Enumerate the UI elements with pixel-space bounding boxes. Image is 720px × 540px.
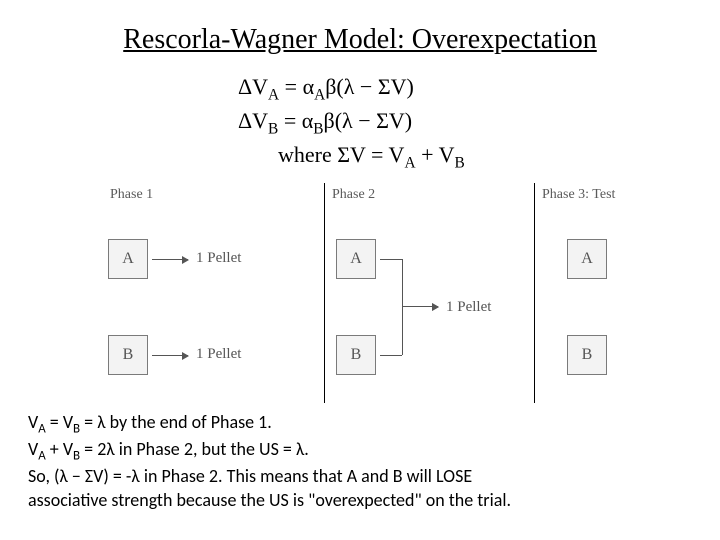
p1-suba: A	[38, 421, 46, 436]
point-4: associative strength because the US is "…	[28, 489, 692, 512]
eq-a-sub2: A	[314, 86, 325, 103]
eq-a-post: β(λ − ΣV)	[325, 74, 414, 99]
arrow-icon	[152, 259, 188, 260]
eq-b-sub: B	[268, 121, 278, 138]
eq-a-dv: ΔV	[238, 74, 268, 99]
phase-separator	[534, 183, 535, 403]
phase-separator	[324, 183, 325, 403]
point-2: VA + VB = 2λ in Phase 2, but the US = λ.	[28, 438, 692, 465]
eq-b-mid: = α	[278, 108, 313, 133]
p2-va: V	[28, 438, 38, 460]
equations-block: ΔVA = αAβ(λ − ΣV) ΔVB = αBβ(λ − ΣV) wher…	[238, 72, 692, 175]
phase-label: Phase 1	[110, 187, 153, 203]
arrow-icon	[152, 355, 188, 356]
eq-b-dv: ΔV	[238, 108, 268, 133]
p1-vb: = V	[46, 411, 73, 433]
page-title: Rescorla-Wagner Model: Overexpectation	[28, 24, 692, 56]
p1-rest: = λ by the end of Phase 1.	[80, 411, 272, 433]
eq-sig-where: where ΣV = V	[278, 142, 404, 167]
p2-rest: = 2λ in Phase 2, but the US = λ.	[80, 438, 309, 460]
eq-a-sub: A	[268, 86, 279, 103]
eq-a-mid: = α	[279, 74, 314, 99]
stimulus-box: B	[567, 335, 607, 375]
eq-b-post: β(λ − ΣV)	[324, 108, 413, 133]
p2-suba: A	[38, 449, 46, 464]
p1-va: V	[28, 411, 38, 433]
stimulus-box: A	[108, 239, 148, 279]
point-3: So, (λ − ΣV) = -λ in Phase 2. This means…	[28, 465, 692, 488]
stimulus-box: B	[336, 335, 376, 375]
equation-b: ΔVB = αBβ(λ − ΣV)	[238, 106, 692, 140]
arrow-segment	[402, 259, 403, 306]
arrow-segment	[380, 355, 402, 356]
outcome-label: 1 Pellet	[446, 299, 491, 316]
stimulus-box: A	[567, 239, 607, 279]
explanation-block: VA = VB = λ by the end of Phase 1. VA + …	[28, 411, 692, 513]
stimulus-box: B	[108, 335, 148, 375]
p2-vb: + V	[46, 438, 73, 460]
equation-sigma: where ΣV = VA + VB	[278, 140, 692, 174]
eq-sig-plus: + V	[416, 142, 455, 167]
point-1: VA = VB = λ by the end of Phase 1.	[28, 411, 692, 438]
equation-a: ΔVA = αAβ(λ − ΣV)	[238, 72, 692, 106]
phase-label: Phase 3: Test	[542, 187, 615, 203]
outcome-label: 1 Pellet	[196, 250, 241, 267]
phase-label: Phase 2	[332, 187, 375, 203]
outcome-label: 1 Pellet	[196, 346, 241, 363]
phase-diagram: Phase 1 Phase 2 Phase 3: Test A B A B A B 1 Pelle…	[102, 183, 662, 403]
arrow-icon	[402, 306, 438, 307]
eq-sig-b: B	[454, 155, 464, 172]
eq-b-sub2: B	[313, 121, 323, 138]
stimulus-box: A	[336, 239, 376, 279]
arrow-segment	[380, 259, 402, 260]
eq-sig-a: A	[404, 155, 415, 172]
arrow-segment	[402, 306, 403, 355]
